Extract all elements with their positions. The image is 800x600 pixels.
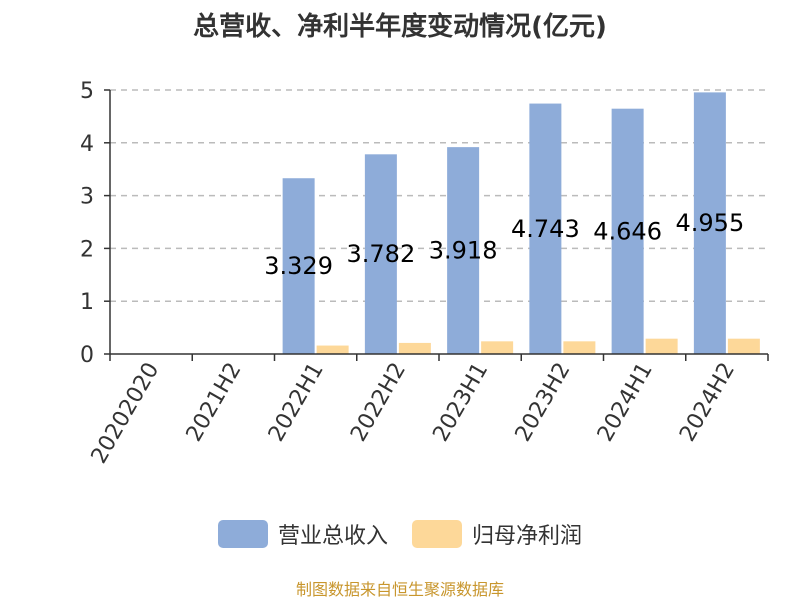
data-label-revenue: 4.646	[593, 217, 662, 245]
x-tick-label: 2024H1	[593, 359, 658, 446]
data-label-revenue: 4.743	[511, 215, 580, 243]
bar-net-profit	[316, 345, 349, 354]
legend-item-net-profit[interactable]: 归母净利润	[412, 518, 582, 550]
bar-revenue	[693, 92, 726, 354]
grid-layer	[110, 89, 768, 302]
data-label-revenue: 3.782	[347, 240, 416, 268]
x-tick-label: 2021H2	[182, 359, 247, 446]
axis-layer: 0 1 2 3 4 5 20202020 2021H2 2022H1 2022H2 2023H1 20…	[80, 79, 769, 468]
bar-layer	[282, 92, 760, 355]
y-tick-label: 1	[80, 290, 94, 315]
legend-label-net-profit: 归母净利润	[472, 524, 583, 549]
bar-revenue	[364, 154, 397, 354]
legend-label-revenue: 营业总收入	[277, 524, 388, 549]
y-tick-label: 3	[80, 185, 94, 210]
x-tick-label: 2022H1	[264, 359, 329, 446]
x-tick-label: 2024H2	[675, 359, 740, 446]
bar-revenue	[529, 103, 562, 354]
bar-revenue	[611, 108, 644, 355]
legend-swatch-net-profit	[412, 520, 462, 548]
bar-net-profit	[481, 341, 514, 354]
x-tick-label: 2022H2	[346, 359, 411, 446]
y-tick-label: 4	[80, 132, 94, 157]
y-tick-label: 2	[80, 237, 94, 262]
bar-net-profit	[645, 338, 678, 354]
x-tick-label: 2023H2	[511, 359, 576, 446]
data-label-revenue: 4.955	[676, 209, 745, 237]
bar-revenue	[282, 178, 315, 354]
chart-title: 总营收、净利半年度变动情况(亿元)	[193, 12, 607, 42]
bar-net-profit	[563, 341, 596, 354]
y-tick-label: 0	[80, 343, 94, 368]
data-label-revenue: 3.918	[429, 237, 498, 265]
legend: 营业总收入 归母净利润	[0, 518, 800, 550]
data-source-note: 制图数据来自恒生聚源数据库	[295, 580, 504, 599]
x-tick-label: 20202020	[87, 359, 165, 468]
bar-net-profit	[727, 338, 760, 354]
legend-item-revenue[interactable]: 营业总收入	[217, 518, 388, 550]
bar-net-profit	[398, 342, 431, 354]
legend-swatch-revenue	[217, 520, 268, 548]
bar-revenue	[447, 147, 480, 354]
data-label-layer: 3.329 3.782 3.918 4.743 4.646 4.955	[264, 209, 744, 280]
data-label-revenue: 3.329	[264, 252, 333, 280]
y-tick-label: 5	[80, 79, 94, 104]
x-tick-label: 2023H1	[428, 359, 493, 446]
